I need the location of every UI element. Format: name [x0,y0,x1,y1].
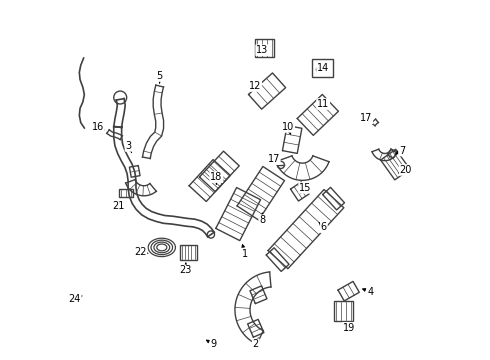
Text: 15: 15 [299,183,312,193]
Text: 2: 2 [253,339,259,349]
Text: 13: 13 [256,45,269,55]
FancyBboxPatch shape [255,39,274,57]
Text: 23: 23 [180,265,192,275]
Text: 24: 24 [69,294,81,304]
FancyBboxPatch shape [120,189,133,197]
Circle shape [114,91,126,104]
FancyBboxPatch shape [180,244,197,260]
Text: 6: 6 [321,222,327,232]
Text: 18: 18 [210,172,222,182]
Text: 4: 4 [368,287,373,297]
Text: 12: 12 [249,81,261,91]
Text: 17: 17 [268,154,280,164]
Text: 17: 17 [360,113,372,123]
Text: 20: 20 [399,165,412,175]
Text: 10: 10 [282,122,294,132]
Text: 16: 16 [92,122,104,132]
Circle shape [207,231,215,238]
Text: 9: 9 [210,339,217,349]
Circle shape [324,67,329,72]
Text: 3: 3 [125,141,131,151]
Text: 5: 5 [156,71,163,81]
Text: 22: 22 [134,247,147,257]
Text: 19: 19 [343,323,355,333]
Text: 21: 21 [113,201,125,211]
Text: 14: 14 [317,63,329,73]
Circle shape [317,67,320,72]
FancyBboxPatch shape [334,301,353,320]
Text: 8: 8 [259,215,265,225]
Text: 1: 1 [242,248,248,258]
Text: 7: 7 [399,145,405,156]
Text: 11: 11 [317,99,329,109]
FancyBboxPatch shape [313,59,333,77]
Circle shape [277,161,285,168]
